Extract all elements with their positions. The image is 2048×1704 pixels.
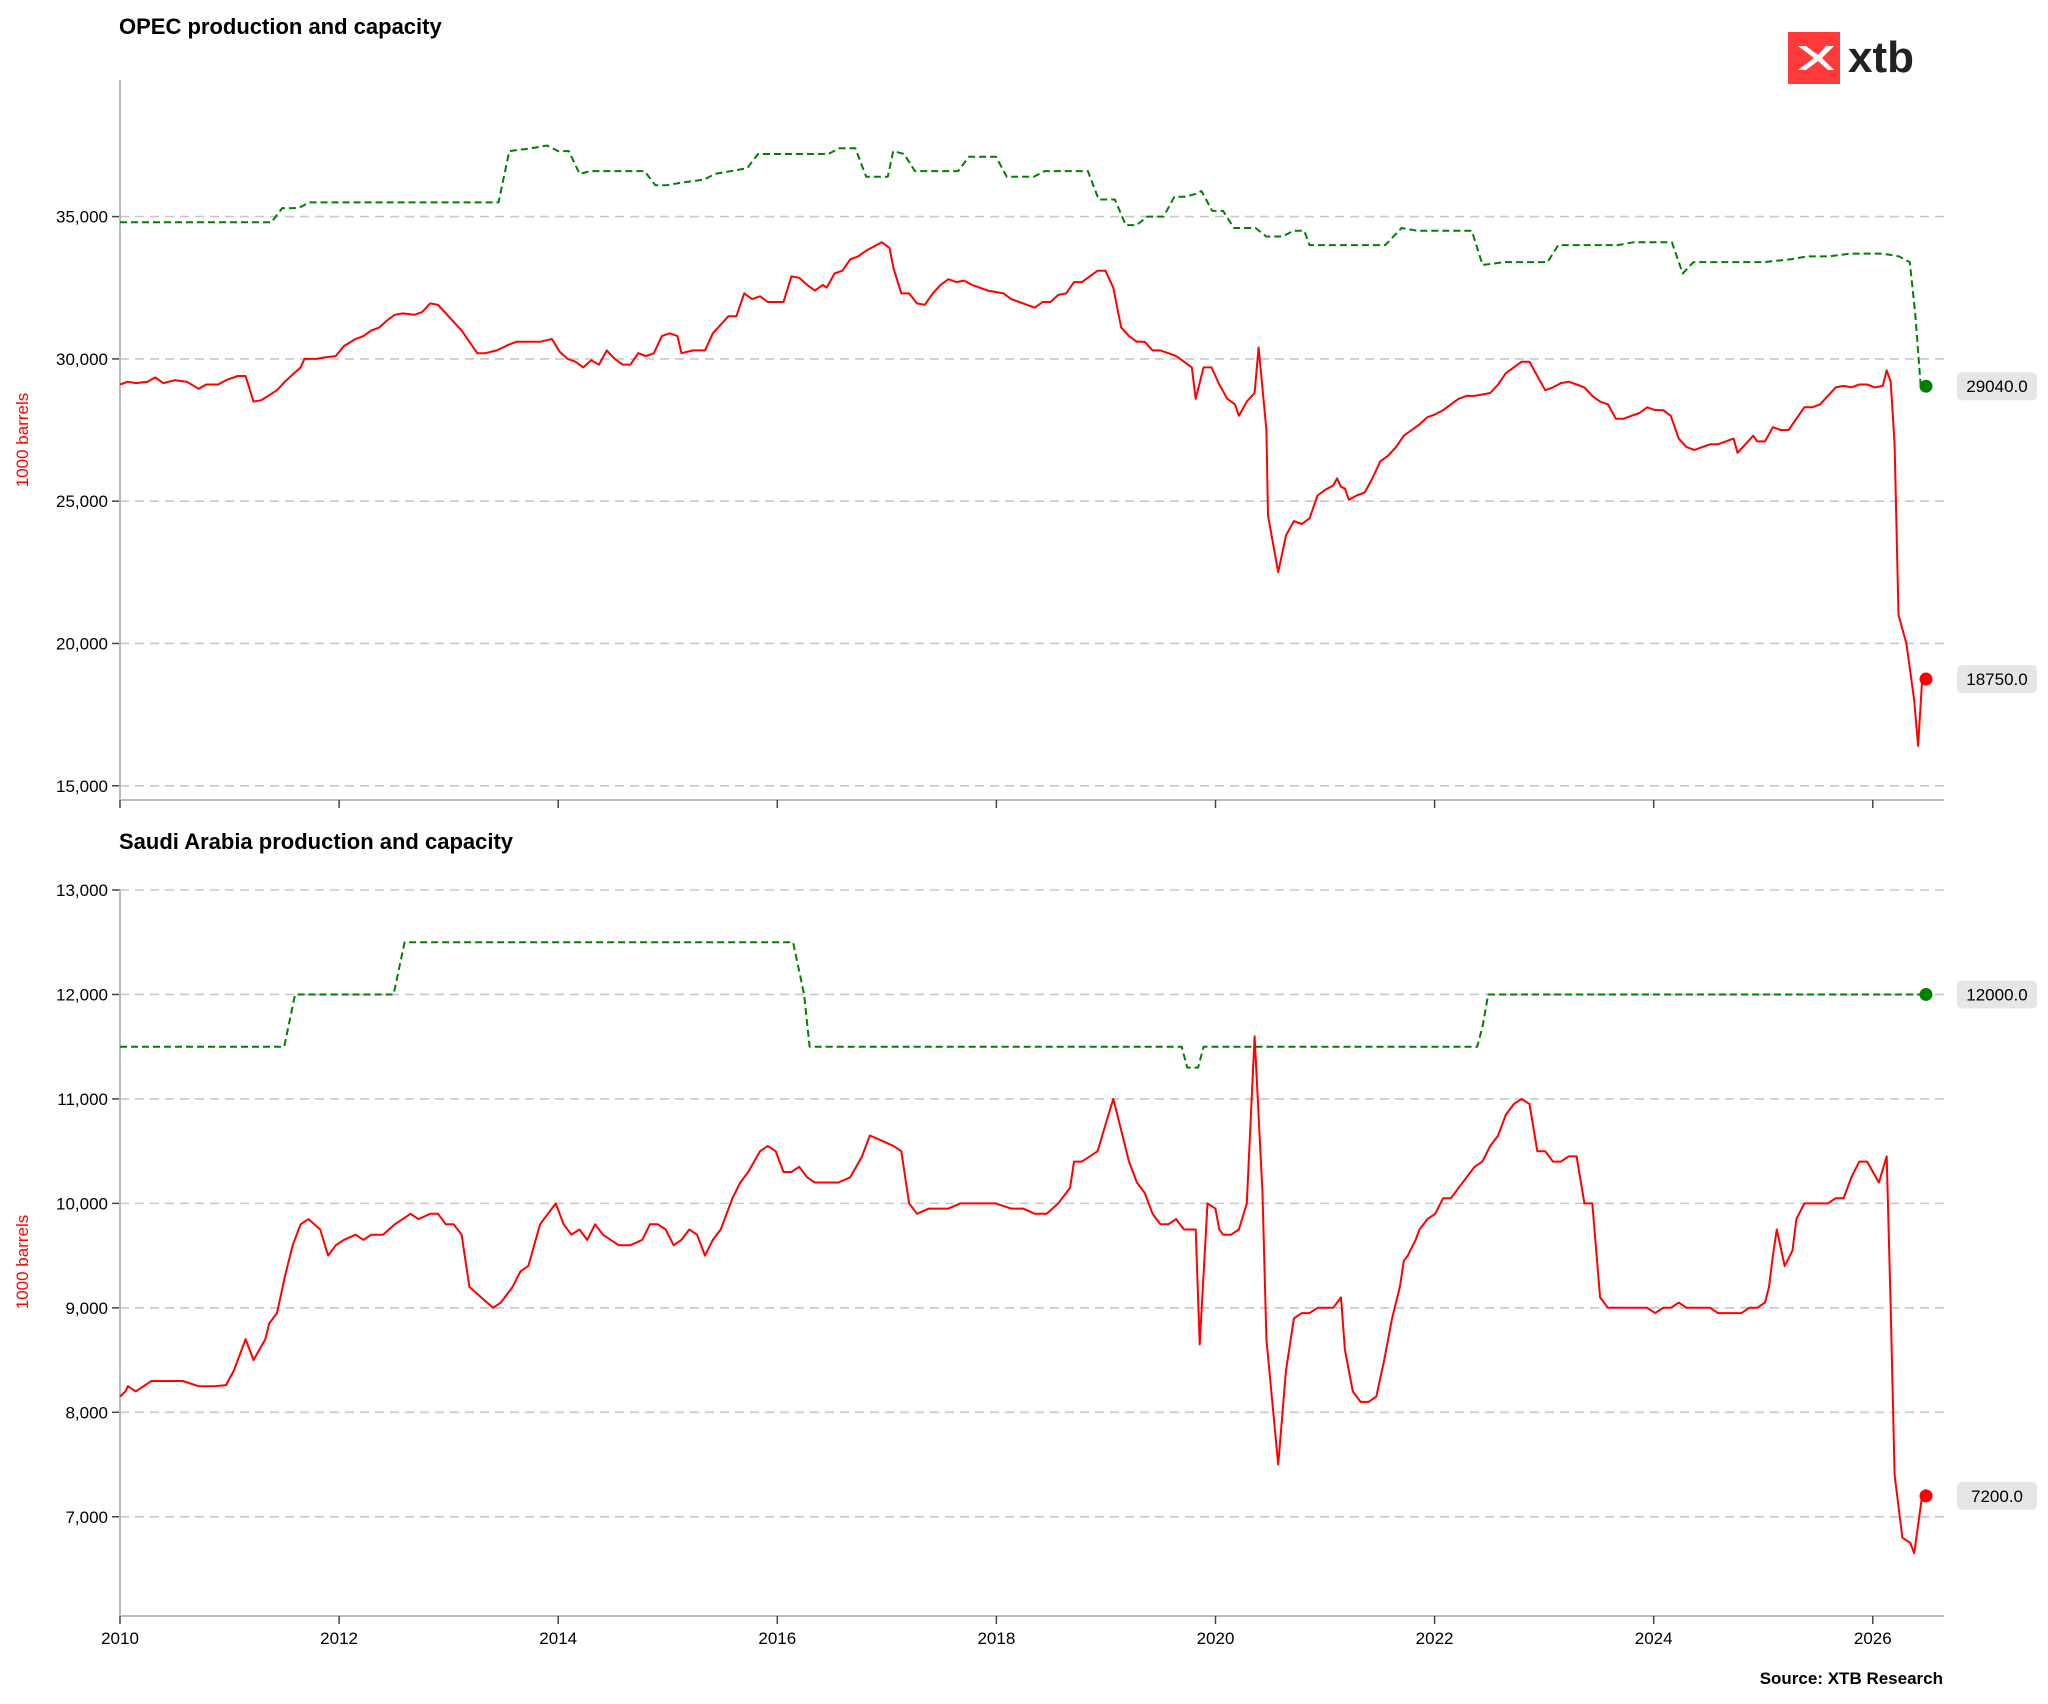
saudi-x-ticks: 2010 2012 2014 2016 2018 2020 2022 2024 2026 <box>101 1616 1892 1648</box>
opec-y-axis-label: 1000 barrels <box>13 393 32 488</box>
saudi-end-labels: 7200.0 12000.0 <box>1919 980 2037 1510</box>
saudi-x-tick-label: 2026 <box>1854 1629 1892 1648</box>
saudi-x-tick-label: 2020 <box>1197 1629 1235 1648</box>
saudi-chart-title: Saudi Arabia production and capacity <box>119 829 514 854</box>
saudi-x-tick-label: 2022 <box>1416 1629 1454 1648</box>
saudi-x-tick-label: 2012 <box>320 1629 358 1648</box>
opec-panel: OPEC production and capacity 15,000 20,00… <box>13 14 2037 808</box>
opec-production-end-marker <box>1919 672 1933 686</box>
saudi-y-tick-label: 11,000 <box>57 1090 108 1109</box>
saudi-x-tick-label: 2024 <box>1635 1629 1673 1648</box>
saudi-x-tick-label: 2010 <box>101 1629 139 1648</box>
source-note: Source: XTB Research <box>1760 1669 1943 1688</box>
opec-production-end-label: 18750.0 <box>1966 670 2027 689</box>
opec-gridlines <box>120 215 1944 787</box>
opec-capacity-line <box>120 144 1927 388</box>
opec-y-ticks: 15,000 20,000 25,000 30,000 35,000 <box>56 208 120 796</box>
opec-series <box>119 144 1927 747</box>
saudi-y-axis-label: 1000 barrels <box>13 1215 32 1310</box>
opec-x-ticks <box>119 800 1874 808</box>
opec-y-tick-label: 20,000 <box>56 634 108 653</box>
saudi-capacity-end-label: 12000.0 <box>1966 985 2027 1004</box>
saudi-y-tick-label: 12,000 <box>56 985 108 1004</box>
saudi-y-tick-label: 8,000 <box>65 1403 108 1422</box>
opec-end-labels: 18750.0 29040.0 <box>1919 372 2037 694</box>
opec-y-tick-label: 15,000 <box>56 777 108 796</box>
saudi-gridlines <box>120 889 1944 1518</box>
saudi-panel: Saudi Arabia production and capacity 7,0… <box>13 829 2037 1648</box>
xtb-logo-glyph <box>1798 46 1834 70</box>
saudi-x-tick-label: 2016 <box>758 1629 796 1648</box>
saudi-y-tick-label: 7,000 <box>65 1508 108 1527</box>
saudi-capacity-line <box>120 941 1926 1069</box>
saudi-production-end-label: 7200.0 <box>1971 1487 2023 1506</box>
xtb-logo: xtb <box>1788 32 1914 84</box>
opec-chart-title: OPEC production and capacity <box>119 14 442 39</box>
saudi-y-tick-label: 10,000 <box>56 1194 108 1213</box>
saudi-production-line <box>119 1035 1926 1555</box>
saudi-production-end-label-box <box>1957 1481 2037 1510</box>
xtb-logo-text: xtb <box>1848 33 1914 82</box>
opec-capacity-end-label-box <box>1957 372 2037 401</box>
opec-capacity-end-label: 29040.0 <box>1966 377 2027 396</box>
opec-capacity-end-marker <box>1919 379 1933 393</box>
opec-y-tick-label: 35,000 <box>56 208 108 227</box>
opec-production-end-label-box <box>1957 665 2037 694</box>
opec-y-tick-label: 30,000 <box>56 350 108 369</box>
saudi-y-tick-label: 9,000 <box>65 1299 108 1318</box>
saudi-y-ticks: 7,000 8,000 9,000 10,000 11,000 12,000 13,000 <box>56 881 120 1527</box>
saudi-x-tick-label: 2014 <box>539 1629 577 1648</box>
saudi-capacity-end-marker <box>1919 987 1933 1001</box>
saudi-y-tick-label: 13,000 <box>56 881 108 900</box>
saudi-x-tick-label: 2018 <box>977 1629 1015 1648</box>
saudi-production-end-marker <box>1919 1489 1933 1503</box>
saudi-capacity-end-label-box <box>1957 980 2037 1009</box>
opec-production-line <box>119 241 1927 747</box>
opec-y-tick-label: 25,000 <box>56 492 108 511</box>
saudi-series <box>119 941 1926 1555</box>
